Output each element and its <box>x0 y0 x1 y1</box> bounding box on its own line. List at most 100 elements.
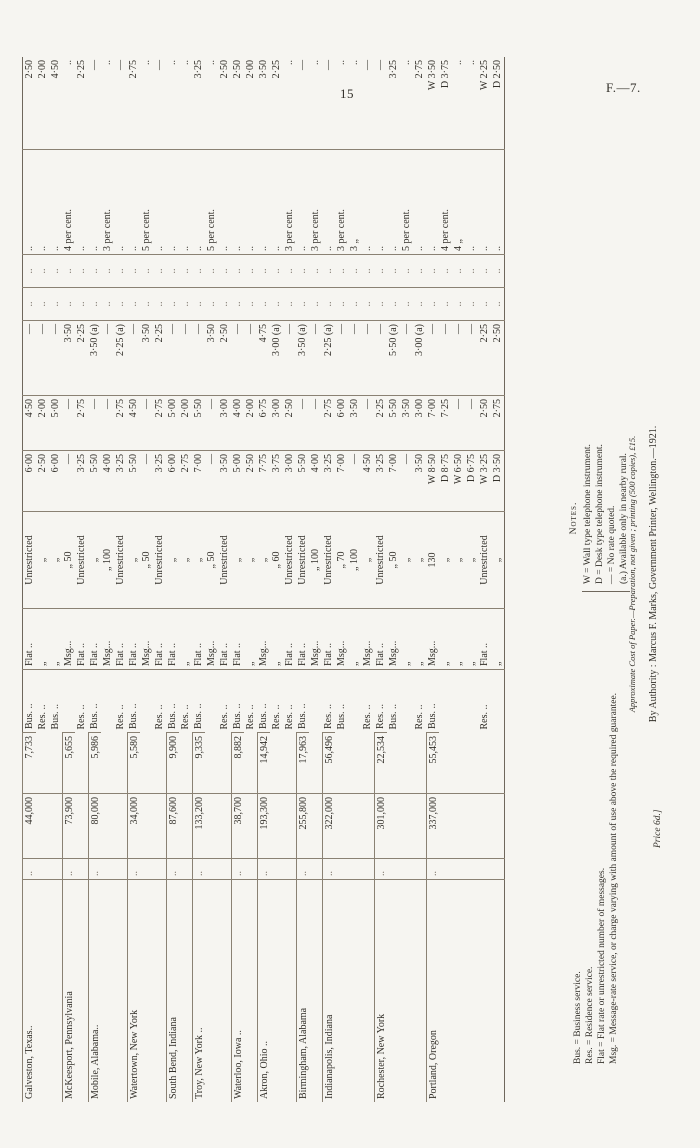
cell-dots-2: .. <box>153 254 166 288</box>
cell-dots-2: .. <box>491 254 505 288</box>
cell-rate-b: 7·00 <box>426 395 439 451</box>
cell-service: Res. .. <box>374 669 387 733</box>
cell-rate-c: — <box>374 320 387 396</box>
cell-rate-c: 3·00 (a) <box>270 320 283 396</box>
cell-service: Res. .. <box>37 704 48 730</box>
cell-rate-d: .. <box>400 57 413 150</box>
cell-message-limit: „ <box>465 511 478 609</box>
cell-service: Bus. .. <box>336 703 347 730</box>
cell-dots-2: .. <box>101 254 114 288</box>
cell-rate-b: 2·25 <box>374 395 387 451</box>
cell-dots-2: .. <box>205 254 218 288</box>
cell-rate-c: 3·50 (a) <box>88 320 101 396</box>
cell-rate-b: 6·75 <box>257 395 270 451</box>
cell-dots-1: .. <box>348 287 361 321</box>
cell-message-limit: Unrestricted <box>374 511 387 609</box>
page-number: 15 <box>340 86 354 101</box>
table-row: McKeesport, Pennsylvania.. 73,900 5,655 Msg… <box>62 57 88 1102</box>
cell-rate-d: — <box>361 57 374 150</box>
cell-rate-d: 3·50 <box>257 57 270 150</box>
cell-rate-d: 2·25 <box>270 57 283 150</box>
cell-plan: „ <box>400 608 413 670</box>
cell-rate-d: 2·00 <box>244 57 257 150</box>
cell-dots-1: .. <box>49 287 62 321</box>
cell-dots-2: .. <box>296 254 309 288</box>
cell-service: Bus. .. <box>50 703 61 730</box>
cell-service <box>452 670 465 733</box>
cell-rate-d: D 3·75 <box>439 57 452 150</box>
cell-dots-1: .. <box>140 287 153 321</box>
cell-rate-a: 7·00 <box>192 450 205 512</box>
cell-rate-b: 3·00 <box>270 395 283 451</box>
cell-discount-percent: 5 per cent. <box>140 149 153 255</box>
cell-message-limit: „ <box>127 511 140 609</box>
cell-dots-1: .. <box>166 287 179 321</box>
name-leader-dots: .. <box>192 858 231 880</box>
cell-dots-2: .. <box>400 254 413 288</box>
cell-dots-2: .. <box>374 254 387 288</box>
name-leader-dots: .. <box>322 858 374 880</box>
cell-rate-b: 5·00 <box>49 395 62 451</box>
cell-rate-d: 2·25 <box>75 57 88 150</box>
cell-rate-c: 2·50 <box>218 320 231 396</box>
cell-plan: Flat .. <box>374 608 387 670</box>
cell-message-limit: „ 50 <box>62 511 75 609</box>
population-cell: 193,300 <box>257 793 296 859</box>
city-name-cell: Rochester, New York <box>374 879 426 1102</box>
notes-lines: W = Wall type telephone instrument. D = … <box>582 444 630 592</box>
cell-rate-a: W 3·25 <box>478 450 491 512</box>
cell-rate-c: — <box>36 320 49 396</box>
cell-rate-a: — <box>348 450 361 512</box>
telephones-cell: 14,942 <box>257 732 296 794</box>
cell-service: Res. .. <box>76 704 87 730</box>
cell-dots-1: .. <box>192 287 205 321</box>
cell-message-limit: „ <box>491 511 505 609</box>
cell-service: Bus. .. <box>88 669 101 733</box>
telephones-cell: 5,655 <box>62 732 88 794</box>
cell-discount-percent: .. <box>478 149 491 255</box>
cell-rate-b: — <box>296 395 309 451</box>
cell-rate-b: 2·50 <box>478 395 491 451</box>
cell-rate-c: — <box>49 320 62 396</box>
cell-rate-c: — <box>309 320 322 396</box>
cell-plan: Flat .. <box>322 608 335 670</box>
cell-dots-2: .. <box>478 254 491 288</box>
cell-service: Res. .. <box>219 704 230 730</box>
cell-dots-1: .. <box>231 287 244 321</box>
name-leader-dots: .. <box>257 858 296 880</box>
telephone-rates-table: Galveston, Texas.... 44,000 7,733 Bus. .. Fl… <box>22 57 505 1102</box>
cell-rate-a: 3·25 <box>322 450 335 512</box>
cell-message-limit: „ 100 <box>309 511 322 609</box>
table-row: Birmingham, Alabama.. 255,800 17,963 Bus. .… <box>296 57 322 1102</box>
city-name-cell: Mobile, Alabama.. <box>88 879 127 1102</box>
cell-rate-c: 3·50 <box>140 320 153 396</box>
cell-rate-d: 4·50 <box>49 57 62 150</box>
cell-rate-a: 3·25 <box>114 450 127 512</box>
cell-rate-a: 6·00 <box>22 450 36 512</box>
cell-discount-percent: .. <box>49 149 62 255</box>
cell-message-limit: Unrestricted <box>218 511 231 609</box>
cell-rate-d: 3·25 <box>387 57 400 150</box>
cell-dots-2: .. <box>361 254 374 288</box>
cell-rate-b: — <box>140 395 153 451</box>
cell-plan: Flat .. <box>114 608 127 670</box>
cell-discount-percent: 5 per cent. <box>400 149 413 255</box>
cell-rate-b: 4·50 <box>22 395 36 451</box>
cell-message-limit: „ <box>192 511 205 609</box>
cell-plan: Flat .. <box>22 608 36 670</box>
cell-plan: „ <box>452 608 465 670</box>
cell-rate-b: 6·00 <box>335 395 348 451</box>
cell-plan: „ <box>413 608 426 670</box>
cell-dots-1: .. <box>387 287 400 321</box>
cell-dots-2: .. <box>88 254 101 288</box>
cell-rate-c: 2·50 <box>491 320 505 396</box>
cell-rate-c: — <box>192 320 205 396</box>
cell-plan: „ <box>179 608 192 670</box>
cell-plan: „ <box>244 608 257 670</box>
cell-dots-1: .. <box>36 287 49 321</box>
cell-dots-2: .. <box>192 254 205 288</box>
cell-rate-b: 2·75 <box>75 395 88 451</box>
city-name-cell: Akron, Ohio .. <box>257 879 296 1102</box>
table-row: Watertown, New York.. 34,000 5,580 Bus. .. F… <box>127 57 166 1102</box>
